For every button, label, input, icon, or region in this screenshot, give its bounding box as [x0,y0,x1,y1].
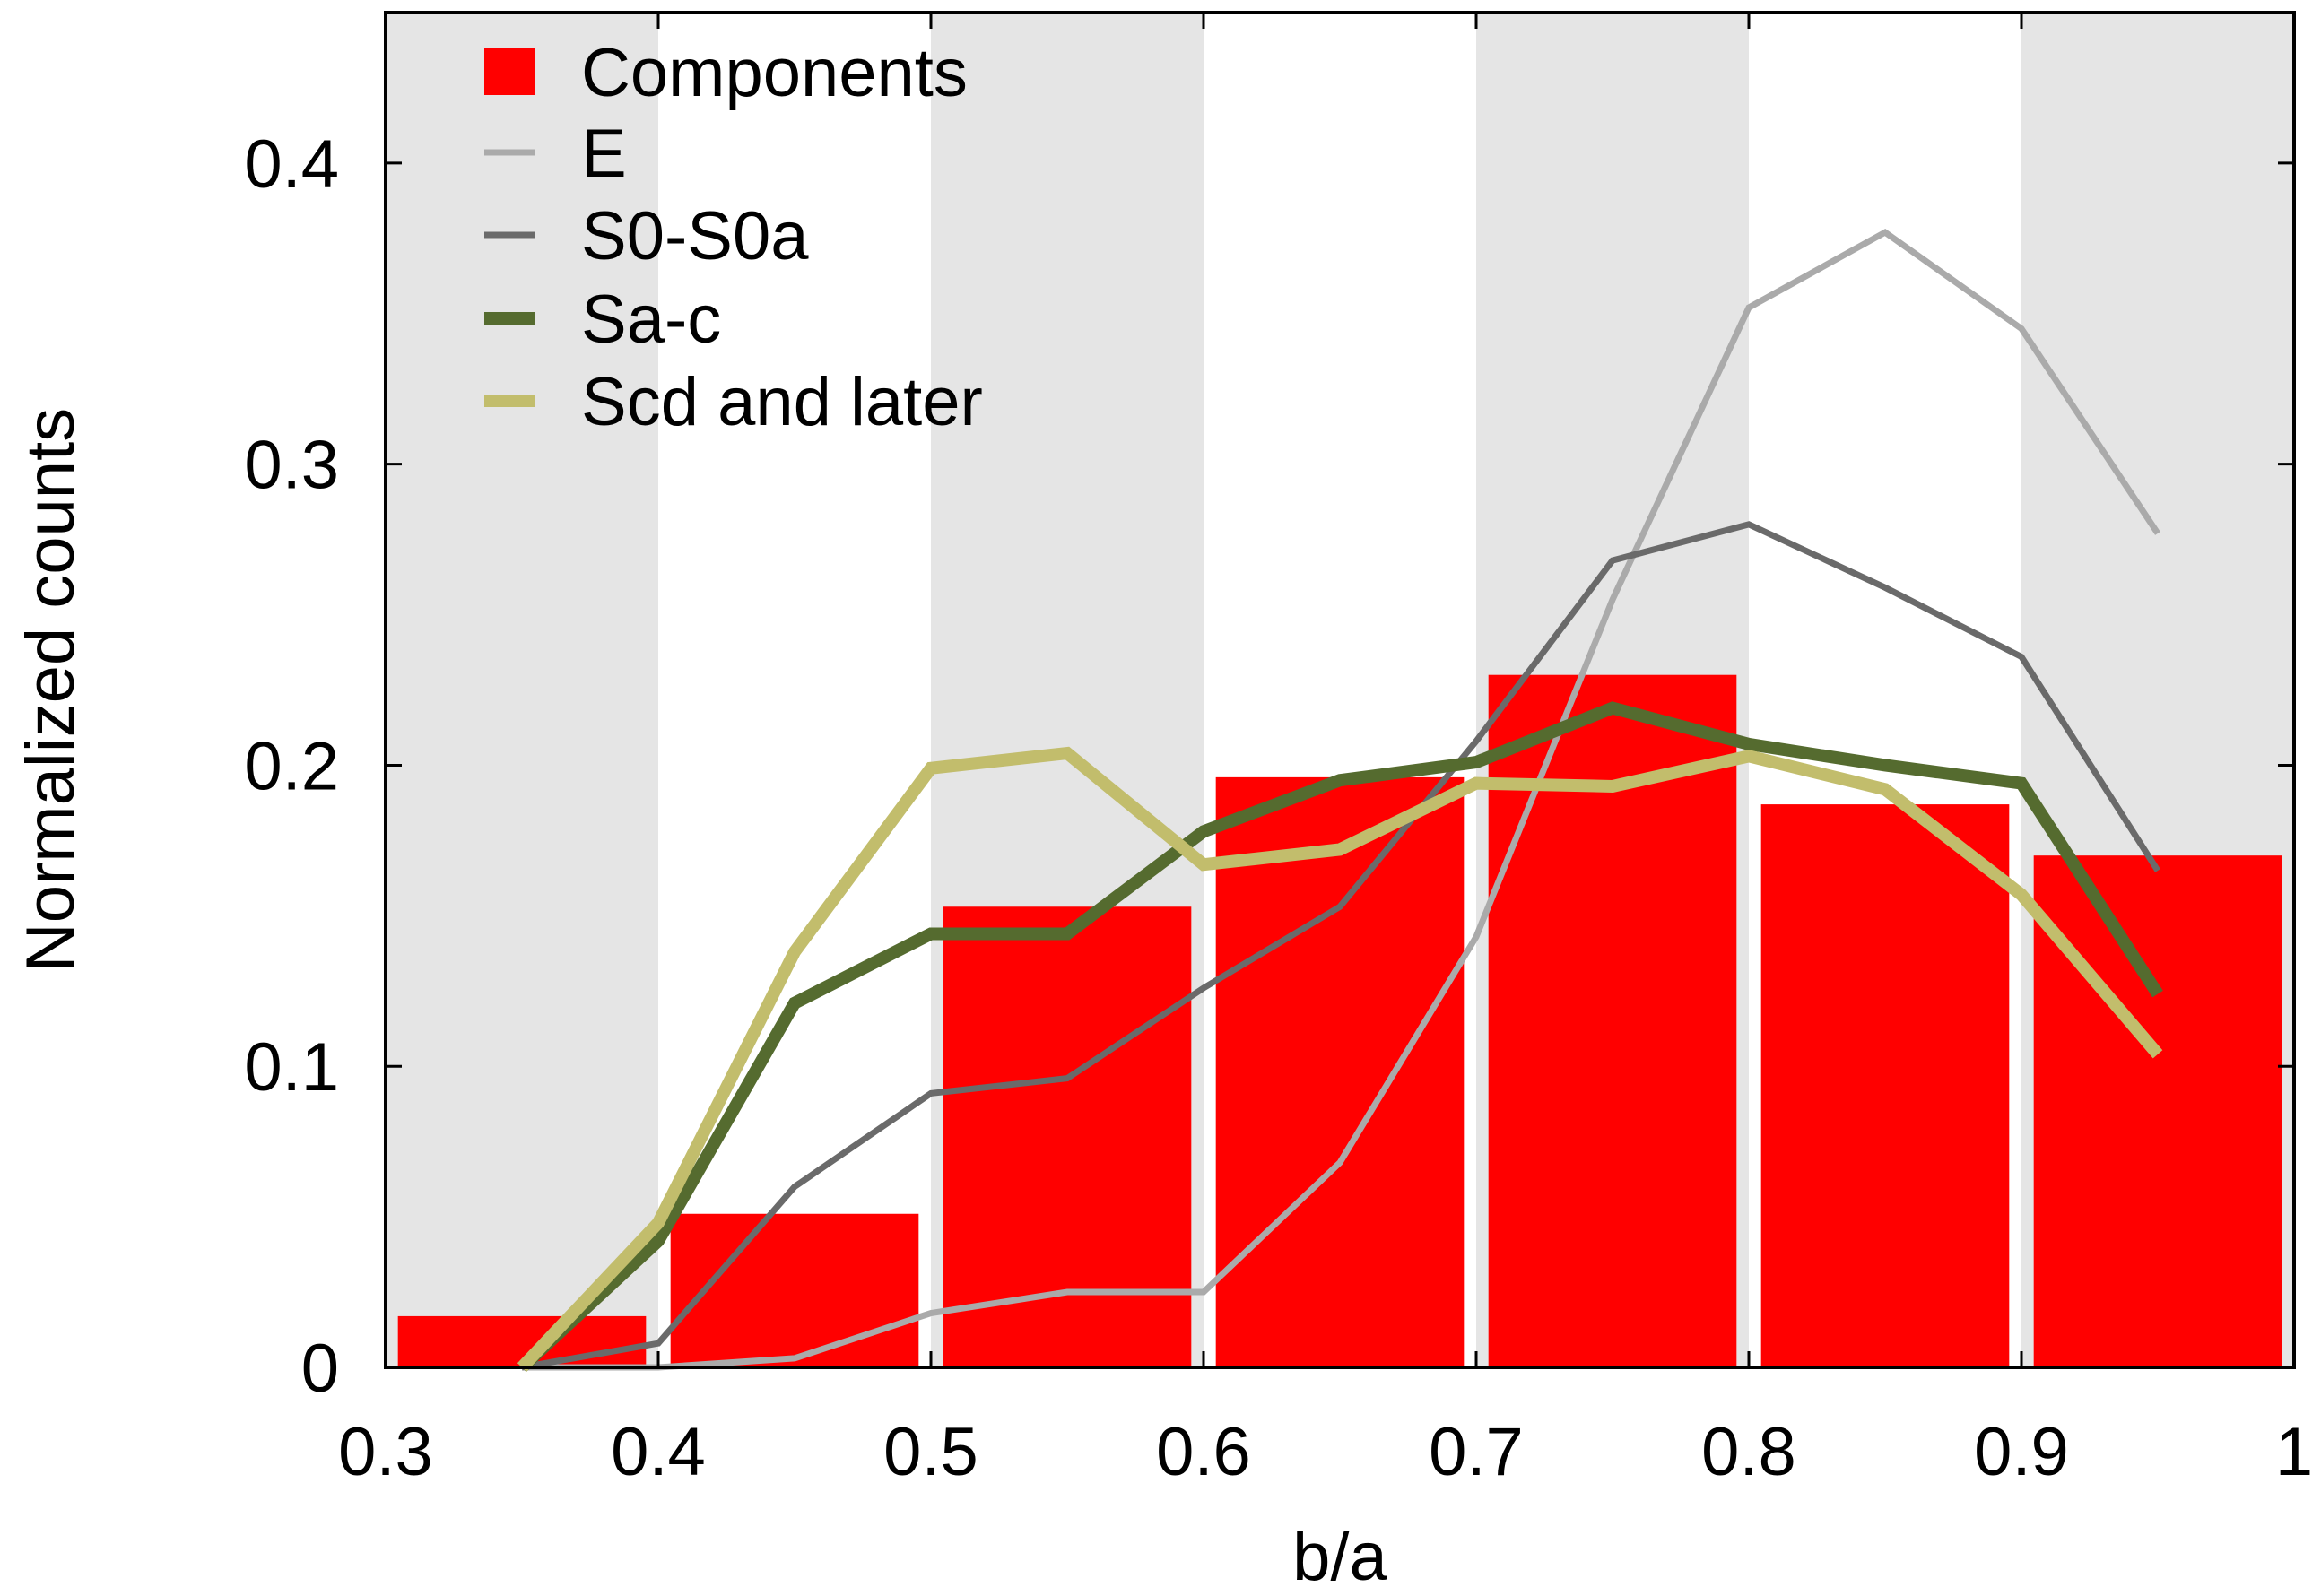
bar-components [1215,776,1465,1367]
y-tick-label: 0.2 [244,728,339,804]
bar-components [670,1213,919,1367]
x-tick-label: 0.4 [611,1414,706,1490]
series-line-e [522,228,2160,1371]
bar-components [2033,855,2282,1367]
line-series-group [517,228,2163,1373]
y-tick-label: 0.4 [244,126,339,203]
background-band [386,13,658,1367]
x-tick-label: 0.3 [338,1414,433,1490]
series-line-s0-s0a [521,521,2160,1371]
x-tick-label: 0.8 [1701,1414,1796,1490]
y-tick-label: 0 [301,1331,339,1407]
legend-label: E [581,116,627,192]
legend-label: Sa-c [581,282,721,358]
y-tick-label: 0.3 [244,428,339,504]
series-line-sa-c [517,701,2163,1373]
legend-label: Components [581,35,968,111]
x-tick-label: 0.9 [1974,1414,2069,1490]
x-tick-label: 0.5 [883,1414,978,1490]
x-tick-label: 0.6 [1156,1414,1251,1490]
x-tick-label: 0.7 [1429,1414,1524,1490]
legend-swatch-box [484,48,535,95]
axis-ticks [384,13,2296,1369]
y-tick-label: 0.1 [244,1029,339,1106]
series-line-scd-and-later [517,746,2163,1372]
tick-labels: 0.3 0.4 0.5 0.6 0.7 0.8 0.9 1 0 0.1 0.2 0.3 0.4 [244,126,2313,1490]
bar-components [1760,804,2010,1367]
plot-frame [384,11,2296,1369]
bar-components [943,906,1192,1367]
legend-label: Scd and later [581,364,983,440]
x-tick-label: 1 [2275,1414,2313,1490]
x-axis-label: b/a [1292,1519,1387,1595]
y-axis-label: Normalized counts [13,408,89,972]
legend-label: S0-S0a [581,198,809,274]
